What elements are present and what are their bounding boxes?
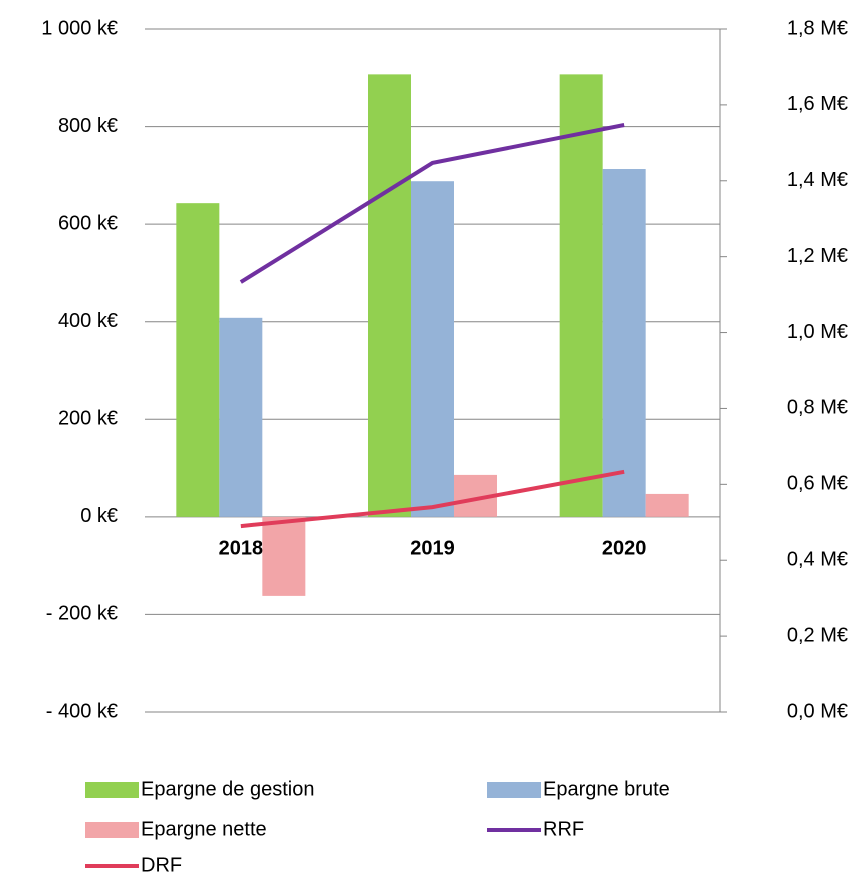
y-tick-label: 1 000 k€ [41,17,118,39]
y-tick-label: 0 k€ [80,505,118,527]
legend-swatch [85,822,139,838]
bar [411,181,454,517]
y-tick-label: - 400 k€ [46,700,118,722]
bar [262,516,306,596]
y2-tick-label: 0,8 M€ [787,397,848,419]
x-tick-label: 2020 [602,537,647,559]
legend-swatch [487,782,541,798]
y-tick-label: 800 k€ [58,115,118,137]
bar [559,74,603,517]
bar [368,74,411,517]
y-tick-label: 200 k€ [58,408,118,430]
y2-tick-label: 0,6 M€ [787,473,848,495]
y2-tick-label: 1,2 M€ [787,245,848,267]
y-tick-label: 600 k€ [58,212,118,234]
legend-label: Epargne brute [543,778,670,800]
y2-tick-label: 1,6 M€ [787,93,848,115]
y2-tick-label: 1,4 M€ [787,169,848,191]
bar [645,493,689,517]
y2-tick-label: 0,0 M€ [787,700,848,722]
y2-tick-label: 1,0 M€ [787,321,848,343]
y2-tick-label: 0,2 M€ [787,624,848,646]
x-tick-label: 2018 [219,537,264,559]
y2-tick-label: 0,4 M€ [787,549,848,571]
legend-label: DRF [141,854,182,876]
legend-label: Epargne de gestion [141,778,314,800]
legend-label: RRF [543,818,584,840]
bar [602,169,646,517]
bar [176,203,220,517]
line-series [239,123,625,284]
y-tick-label: - 200 k€ [46,603,118,625]
y2-tick-label: 1,8 M€ [787,17,848,39]
legend-label: Epargne nette [141,818,267,840]
legend-swatch [85,782,139,798]
x-tick-label: 2019 [410,537,455,559]
y-tick-label: 400 k€ [58,310,118,332]
line-series [240,469,625,529]
bar [219,317,263,517]
